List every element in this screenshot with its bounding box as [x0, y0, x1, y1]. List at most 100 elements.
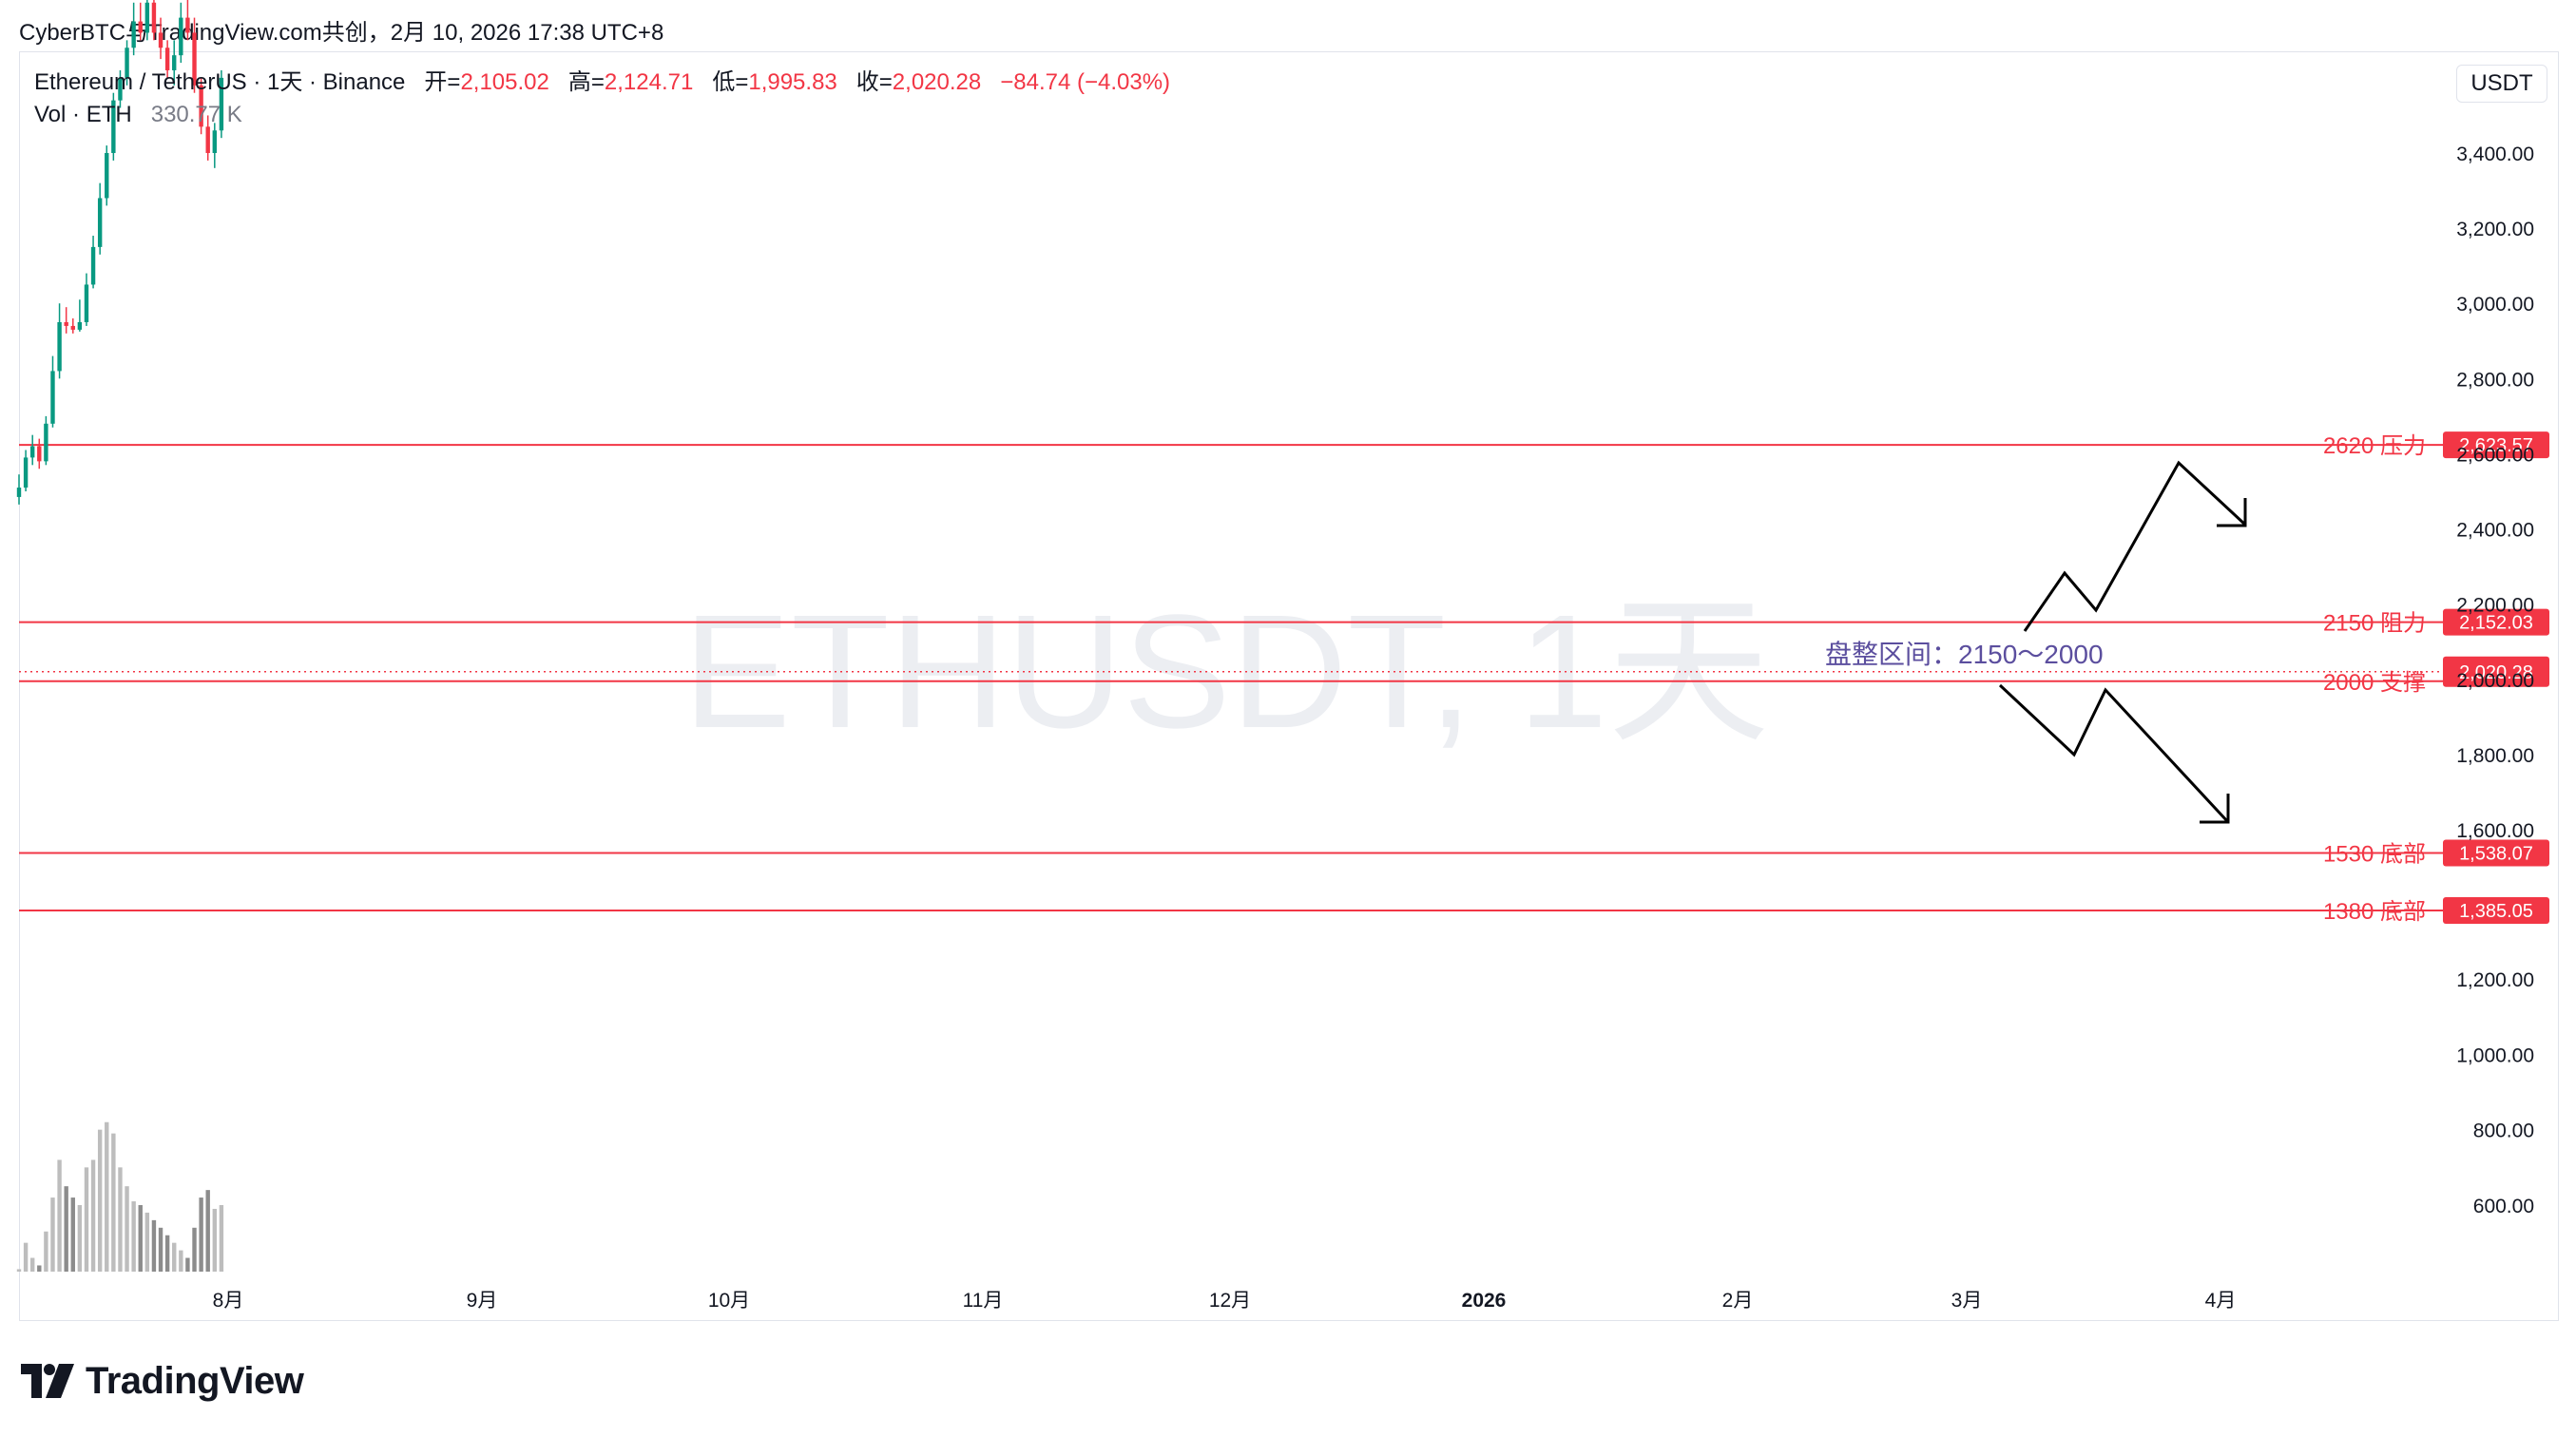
level-price-tag: [2443, 897, 2549, 925]
candle-body: [111, 100, 116, 153]
candle-body: [57, 322, 62, 372]
tradingview-logo[interactable]: TradingView: [21, 1357, 304, 1405]
level-label: 1530 底部: [2323, 841, 2426, 867]
candle-body: [131, 21, 136, 48]
volume-bar: [64, 1186, 68, 1272]
level-price-tag-text: 1,385.05: [2459, 901, 2533, 922]
volume-bar: [172, 1242, 177, 1272]
volume-bar: [16, 1269, 22, 1272]
x-tick-label: 9月: [467, 1290, 498, 1312]
legend-change: −84.74 (−4.03%): [1000, 69, 1171, 95]
candle-body: [219, 77, 224, 131]
volume-bar: [158, 1227, 163, 1272]
tradingview-wordmark: TradingView: [86, 1359, 304, 1402]
volume-bar: [219, 1205, 224, 1272]
candle-body: [199, 85, 203, 127]
legend-high: 2,124.71: [604, 69, 694, 95]
level-price-tag: [2443, 839, 2549, 867]
last-price-tag: [2443, 656, 2549, 687]
legend-vol-label[interactable]: Vol · ETH: [34, 102, 132, 127]
legend-low-label: 低=: [712, 69, 749, 95]
candle-body: [212, 130, 218, 153]
candle-body: [23, 457, 29, 489]
candle-body: [37, 446, 42, 462]
level-label: 1380 底部: [2323, 899, 2426, 925]
level-price-tag: [2443, 608, 2549, 636]
volume-bar: [44, 1231, 48, 1272]
candle-body: [84, 284, 89, 322]
candle-body: [70, 325, 75, 330]
volume-bar: [205, 1190, 210, 1272]
projection-up-arrowhead: [2217, 498, 2247, 527]
volume-bar: [151, 1219, 157, 1272]
x-tick-label: 8月: [213, 1290, 244, 1312]
projection-down-arrowhead: [2200, 794, 2230, 824]
y-tick-label: 2,400.00: [2456, 520, 2534, 542]
y-tick-label: 3,400.00: [2456, 144, 2534, 165]
volume-bar: [125, 1186, 129, 1272]
legend-low: 1,995.83: [748, 69, 837, 95]
chart-canvas[interactable]: ETHUSDT, 1天 2620 压力 2,623.57 2150 阻力 2,152.…: [0, 0, 2576, 1331]
candle-body: [192, 32, 197, 86]
volume-bar: [212, 1208, 218, 1272]
projection-up-path: [2023, 460, 2247, 632]
candle-body: [158, 32, 163, 48]
level-price-tag-text: 1,538.07: [2459, 843, 2533, 864]
candle-body: [50, 371, 55, 424]
x-tick-label: 3月: [1951, 1290, 1983, 1312]
volume-tick-label: 800.00: [2473, 1121, 2534, 1142]
candle-body: [179, 17, 183, 56]
legend-close: 2,020.28: [892, 69, 982, 95]
tradingview-logo-icon: [21, 1364, 74, 1398]
volume-bar: [97, 1129, 103, 1272]
currency-unit-button[interactable]: USDT: [2456, 65, 2547, 103]
volume-bar: [37, 1265, 42, 1272]
watermark-text: ETHUSDT, 1天: [683, 582, 1770, 762]
candle-body: [205, 126, 210, 153]
projection-down-path: [1998, 683, 2230, 824]
axes-layer: 1,600.00 1,800.00 2,000.00 2,200.00 2,400.00…: [213, 144, 2534, 1312]
y-tick-label: 3,200.00: [2456, 219, 2534, 240]
x-tick-label: 11月: [963, 1290, 1004, 1312]
candle-body: [164, 48, 170, 70]
y-tick-label: 2,200.00: [2456, 595, 2534, 617]
volume-bar: [138, 1205, 143, 1272]
x-tick-label: 12月: [1209, 1290, 1251, 1312]
level-label: 2150 阻力: [2323, 611, 2426, 637]
volume-bar: [23, 1242, 29, 1272]
legend-ohlc-row: Ethereum / TetherUS · 1天 · Binance 开=2,1…: [34, 67, 1170, 99]
legend-open-label: 开=: [424, 69, 461, 95]
candle-body: [138, 21, 143, 33]
candle-body: [151, 2, 157, 33]
volume-bar: [50, 1198, 55, 1272]
volume-bar: [118, 1167, 123, 1272]
y-tick-label: 1,600.00: [2456, 820, 2534, 842]
volume-bar: [131, 1201, 136, 1272]
candle-body: [105, 153, 109, 199]
y-tick-label: 2,800.00: [2456, 369, 2534, 391]
legend-vol-value: 330.77 K: [150, 102, 242, 127]
levels-layer: 2620 压力 2,623.57 2150 阻力 2,152.03 2000 支撑 153…: [19, 431, 2549, 925]
watermark-layer: ETHUSDT, 1天: [683, 582, 1770, 762]
volume-bar: [29, 1257, 35, 1272]
volume-bar: [84, 1167, 89, 1272]
volume-bar: [77, 1205, 83, 1272]
candle-body: [185, 17, 190, 33]
volume-bar: [57, 1159, 62, 1272]
volume-tick-label: 1,000.00: [2456, 1044, 2534, 1066]
chart-frame[interactable]: [19, 51, 2559, 1321]
legend-open: 2,105.02: [460, 69, 549, 95]
level-price-tag: [2443, 431, 2549, 459]
x-tick-label: 4月: [2205, 1290, 2237, 1312]
volume-bar: [90, 1159, 96, 1272]
volume-layer: [16, 1121, 224, 1272]
volume-tick-label: 1,200.00: [2456, 969, 2534, 991]
legend-high-label: 高=: [567, 69, 605, 95]
volume-bar: [70, 1198, 75, 1272]
legend-symbol[interactable]: Ethereum / TetherUS · 1天 · Binance: [34, 69, 406, 95]
level-label: 2620 压力: [2323, 433, 2426, 459]
candle-body: [16, 488, 22, 497]
x-tick-label: 10月: [708, 1290, 750, 1312]
volume-bar: [144, 1212, 150, 1272]
candle-body: [118, 77, 123, 101]
